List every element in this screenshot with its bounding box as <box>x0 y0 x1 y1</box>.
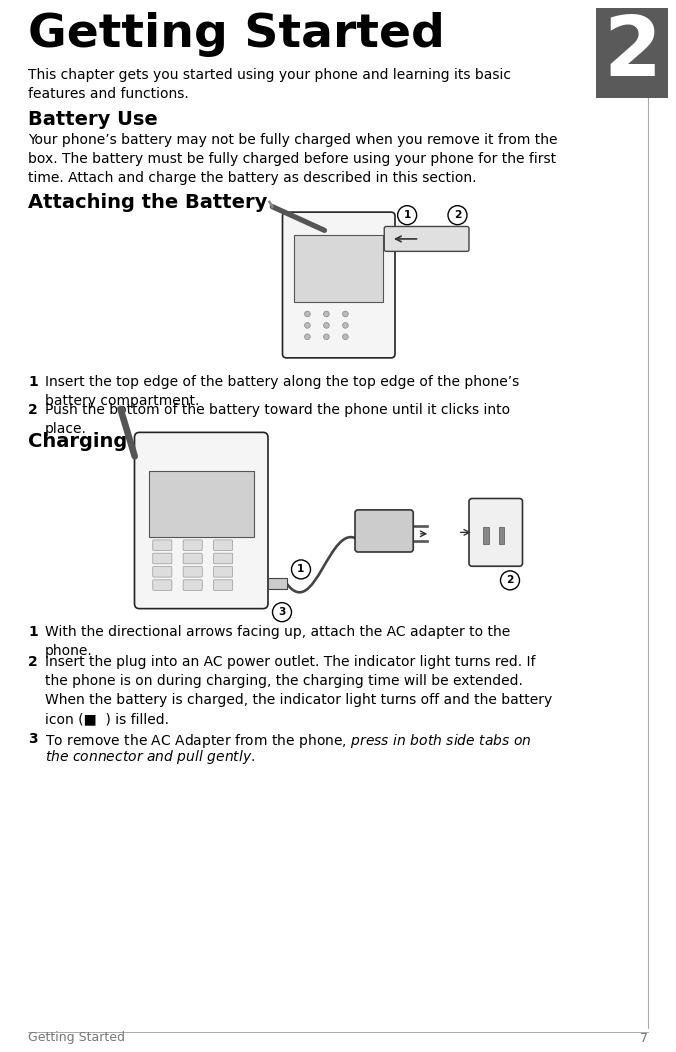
FancyBboxPatch shape <box>214 540 233 550</box>
Text: 2: 2 <box>28 655 38 669</box>
Text: To remove the AC Adapter from the phone, $\it{press\ in\ both\ side\ tabs\ on}$: To remove the AC Adapter from the phone,… <box>45 732 531 750</box>
Bar <box>596 8 668 98</box>
FancyBboxPatch shape <box>183 580 202 590</box>
Text: Your phone’s battery may not be fully charged when you remove it from the
box. T: Your phone’s battery may not be fully ch… <box>28 133 558 185</box>
FancyBboxPatch shape <box>283 213 395 358</box>
Circle shape <box>448 206 467 225</box>
Text: Push the bottom of the battery toward the phone until it clicks into
place.: Push the bottom of the battery toward th… <box>45 403 510 436</box>
Circle shape <box>305 311 310 317</box>
FancyBboxPatch shape <box>183 540 202 550</box>
FancyBboxPatch shape <box>384 226 469 251</box>
Text: Battery Use: Battery Use <box>28 110 158 129</box>
FancyBboxPatch shape <box>214 580 233 590</box>
Text: 2: 2 <box>603 13 661 94</box>
Text: 3: 3 <box>28 732 38 746</box>
Text: This chapter gets you started using your phone and learning its basic
features a: This chapter gets you started using your… <box>28 68 511 101</box>
Text: $\it{the\ connector\ and\ pull\ gently.}$: $\it{the\ connector\ and\ pull\ gently.}… <box>45 748 256 766</box>
Text: Attaching the Battery: Attaching the Battery <box>28 193 268 213</box>
Circle shape <box>324 311 329 317</box>
Circle shape <box>305 323 310 328</box>
FancyBboxPatch shape <box>153 540 172 550</box>
Bar <box>483 527 489 544</box>
FancyBboxPatch shape <box>153 553 172 564</box>
Text: 3: 3 <box>279 607 286 618</box>
Text: 1: 1 <box>28 375 38 389</box>
Circle shape <box>343 311 348 317</box>
FancyBboxPatch shape <box>135 432 268 609</box>
Text: Insert the top edge of the battery along the top edge of the phone’s
battery com: Insert the top edge of the battery along… <box>45 375 519 408</box>
Circle shape <box>324 323 329 328</box>
Text: 1: 1 <box>28 625 38 639</box>
Text: 1: 1 <box>297 565 305 574</box>
Bar <box>268 578 287 589</box>
Circle shape <box>291 560 310 579</box>
Circle shape <box>500 571 519 590</box>
Text: 2: 2 <box>454 210 461 220</box>
Text: 2: 2 <box>28 403 38 417</box>
Circle shape <box>305 333 310 340</box>
Text: Charging the Battery: Charging the Battery <box>28 432 260 451</box>
Text: 2: 2 <box>506 575 514 585</box>
FancyBboxPatch shape <box>183 553 202 564</box>
Text: 7: 7 <box>640 1032 648 1045</box>
Bar <box>149 470 254 538</box>
Bar <box>294 236 383 302</box>
Text: Getting Started: Getting Started <box>28 1032 125 1045</box>
Circle shape <box>272 603 291 622</box>
Circle shape <box>397 206 416 225</box>
Bar <box>499 527 504 544</box>
Text: 1: 1 <box>404 210 411 220</box>
Circle shape <box>324 333 329 340</box>
FancyBboxPatch shape <box>183 567 202 578</box>
Text: Insert the plug into an AC power outlet. The indicator light turns red. If
the p: Insert the plug into an AC power outlet.… <box>45 655 552 726</box>
FancyBboxPatch shape <box>355 510 413 552</box>
FancyBboxPatch shape <box>469 499 523 566</box>
FancyBboxPatch shape <box>153 580 172 590</box>
Circle shape <box>343 333 348 340</box>
Text: Getting Started: Getting Started <box>28 12 445 57</box>
Text: With the directional arrows facing up, attach the AC adapter to the
phone.: With the directional arrows facing up, a… <box>45 625 510 658</box>
FancyBboxPatch shape <box>214 567 233 578</box>
FancyBboxPatch shape <box>153 567 172 578</box>
FancyBboxPatch shape <box>214 553 233 564</box>
Circle shape <box>343 323 348 328</box>
